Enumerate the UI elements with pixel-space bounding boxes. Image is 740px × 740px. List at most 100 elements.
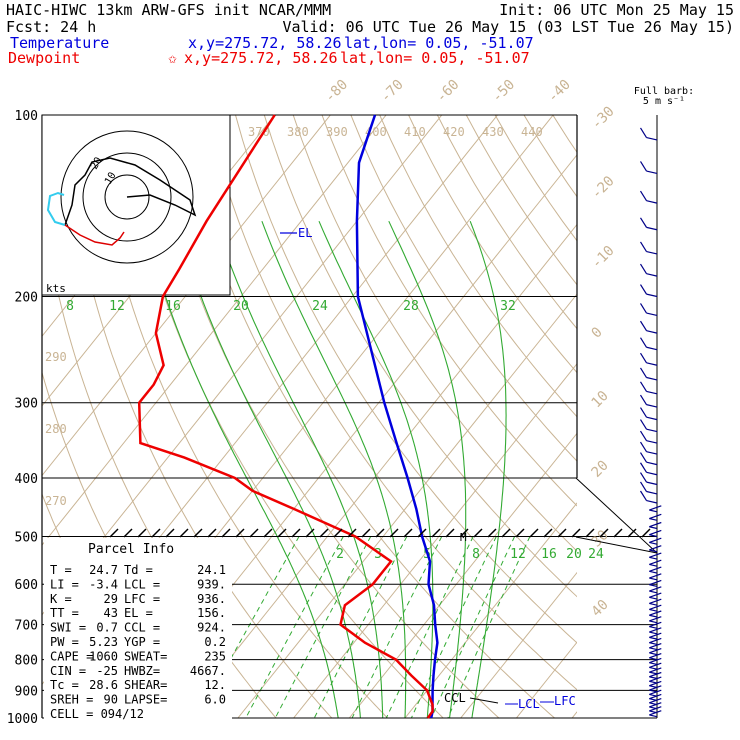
hatch-mark <box>263 528 273 538</box>
pressure-tick-label: 500 <box>15 530 38 545</box>
isotherm <box>42 115 443 616</box>
pressure-tick-label: 1000 <box>7 712 38 727</box>
barb-shaft <box>649 642 658 645</box>
barb-flag <box>639 441 648 452</box>
mixing-ratio-label: 2 <box>336 547 344 562</box>
barb-flag <box>639 394 648 405</box>
parcel-info-cell: Td = <box>124 563 153 577</box>
barb-shaft <box>646 471 658 476</box>
mixing-ratio-line <box>313 536 408 718</box>
barb-flag <box>639 127 648 138</box>
barb-flag <box>639 462 648 473</box>
parcel-info-cell: Tc = <box>50 678 79 692</box>
parcel-info-cell: 156. <box>197 606 226 620</box>
dry-adiabat <box>235 115 577 644</box>
barb-shaft <box>646 312 658 317</box>
parcel-info-cell: SHEAR= <box>124 678 167 692</box>
hatch-mark <box>403 528 413 538</box>
valid-time: Valid: 06 UTC Tue 26 May 15 (03 LST Tue … <box>282 18 734 36</box>
theta-label-left: 290 <box>45 350 67 364</box>
hatch-mark <box>627 528 637 538</box>
hatch-mark <box>473 528 483 538</box>
theta-label-left: 270 <box>45 494 67 508</box>
barb-flag <box>649 621 662 628</box>
hatch-mark <box>207 528 217 538</box>
hatch-mark <box>109 528 119 538</box>
barb-shaft <box>646 390 658 395</box>
barb-flag <box>649 552 662 558</box>
parcel-info-cell: CAPE = <box>50 649 93 663</box>
parcel-info-cell: K = <box>50 592 72 606</box>
barb-shaft <box>649 620 658 624</box>
theta-label: 440 <box>521 125 543 139</box>
barb-legend-title: Full barb: <box>634 86 694 97</box>
isotherm <box>42 115 331 477</box>
parcel-info-cell: LI = <box>50 577 79 591</box>
hatch-mark <box>487 528 497 538</box>
barb-flag <box>649 592 662 598</box>
barb-shaft <box>649 614 658 618</box>
hodograph-trace-upper <box>64 157 197 226</box>
isotherm-tick-label: 20 <box>589 458 612 481</box>
isotherm <box>181 223 577 718</box>
parcel-info-cell: HWBZ= <box>124 664 160 678</box>
parcel-info-cell: YGP = <box>124 635 160 649</box>
barb-flag <box>639 263 648 275</box>
parcel-info-cell: LFC = <box>124 592 160 606</box>
barb-shaft <box>649 602 658 606</box>
barb-flag <box>639 367 648 378</box>
hatch-mark <box>361 528 371 538</box>
parcel-info-cell: CIN = <box>50 664 86 678</box>
moist-adiabat <box>469 221 507 718</box>
hodograph-trace-top <box>46 191 66 226</box>
hatch-mark <box>235 528 245 538</box>
barb-flag <box>649 559 662 565</box>
parcel-info-panel: Parcel Info T = 24.7 Td = 24.1 LI = -3.4 LCL =… <box>44 538 232 721</box>
barb-shaft <box>649 652 658 656</box>
parcel-info-cell: SWI = <box>50 621 86 635</box>
hatched-band <box>109 528 651 538</box>
pressure-tick-label: 300 <box>15 397 38 412</box>
isotherm-tick-label: 40 <box>589 597 612 620</box>
barb-flag <box>649 667 662 673</box>
parcel-info-cell: 924. <box>197 621 226 635</box>
hatch-mark <box>417 528 427 538</box>
theta-label: 410 <box>404 125 426 139</box>
hodograph-ring-label-10: 10 <box>103 171 119 187</box>
parcel-info-cell: CCL = <box>124 621 160 635</box>
hatch-mark <box>501 528 511 538</box>
barb-shaft <box>649 584 658 587</box>
hodograph-ring-inner <box>104 174 150 220</box>
parcel-info-cell: LAPSE= <box>124 693 167 707</box>
parcel-info-cell: PW = <box>50 635 79 649</box>
hodograph-trace-low <box>64 224 125 246</box>
barb-shaft <box>646 330 658 334</box>
barb-flag <box>649 662 662 669</box>
hodograph-ring-outer <box>60 130 194 264</box>
isotherm-tick-label: -60 <box>433 77 462 106</box>
mixing-ratio-label: 8 <box>472 547 480 562</box>
barb-shaft <box>649 647 658 651</box>
barb-flag <box>649 566 662 572</box>
hatch-mark <box>179 528 189 538</box>
theta-label: 420 <box>443 125 465 139</box>
parcel-info-rows: T = 24.7 Td = 24.1 LI = -3.4 LCL = 939. K = 29 LFC… <box>50 563 226 721</box>
barb-flag <box>649 545 662 551</box>
barb-shaft <box>649 570 658 574</box>
isotherm-lines <box>42 115 577 718</box>
barb-flag <box>649 529 662 536</box>
barb-shaft <box>646 136 658 141</box>
dry-adiabat <box>350 115 577 462</box>
parcel-info-cell: -25 <box>96 664 118 678</box>
dewpoint-latlon: lat,lon= 0.05, -51.07 <box>340 49 530 67</box>
hatch-mark <box>571 528 581 538</box>
forecast-hour: Fcst: 24 h <box>6 18 96 36</box>
barb-shaft <box>649 680 658 684</box>
parcel-info-cell: 0.2 <box>204 635 226 649</box>
parcel-info-cell: 936. <box>197 592 226 606</box>
parcel-info-background <box>44 538 232 720</box>
hatch-mark <box>557 528 567 538</box>
dry-adiabat <box>523 115 577 198</box>
theta-label: 390 <box>326 125 348 139</box>
moist-adiabat <box>142 221 339 718</box>
